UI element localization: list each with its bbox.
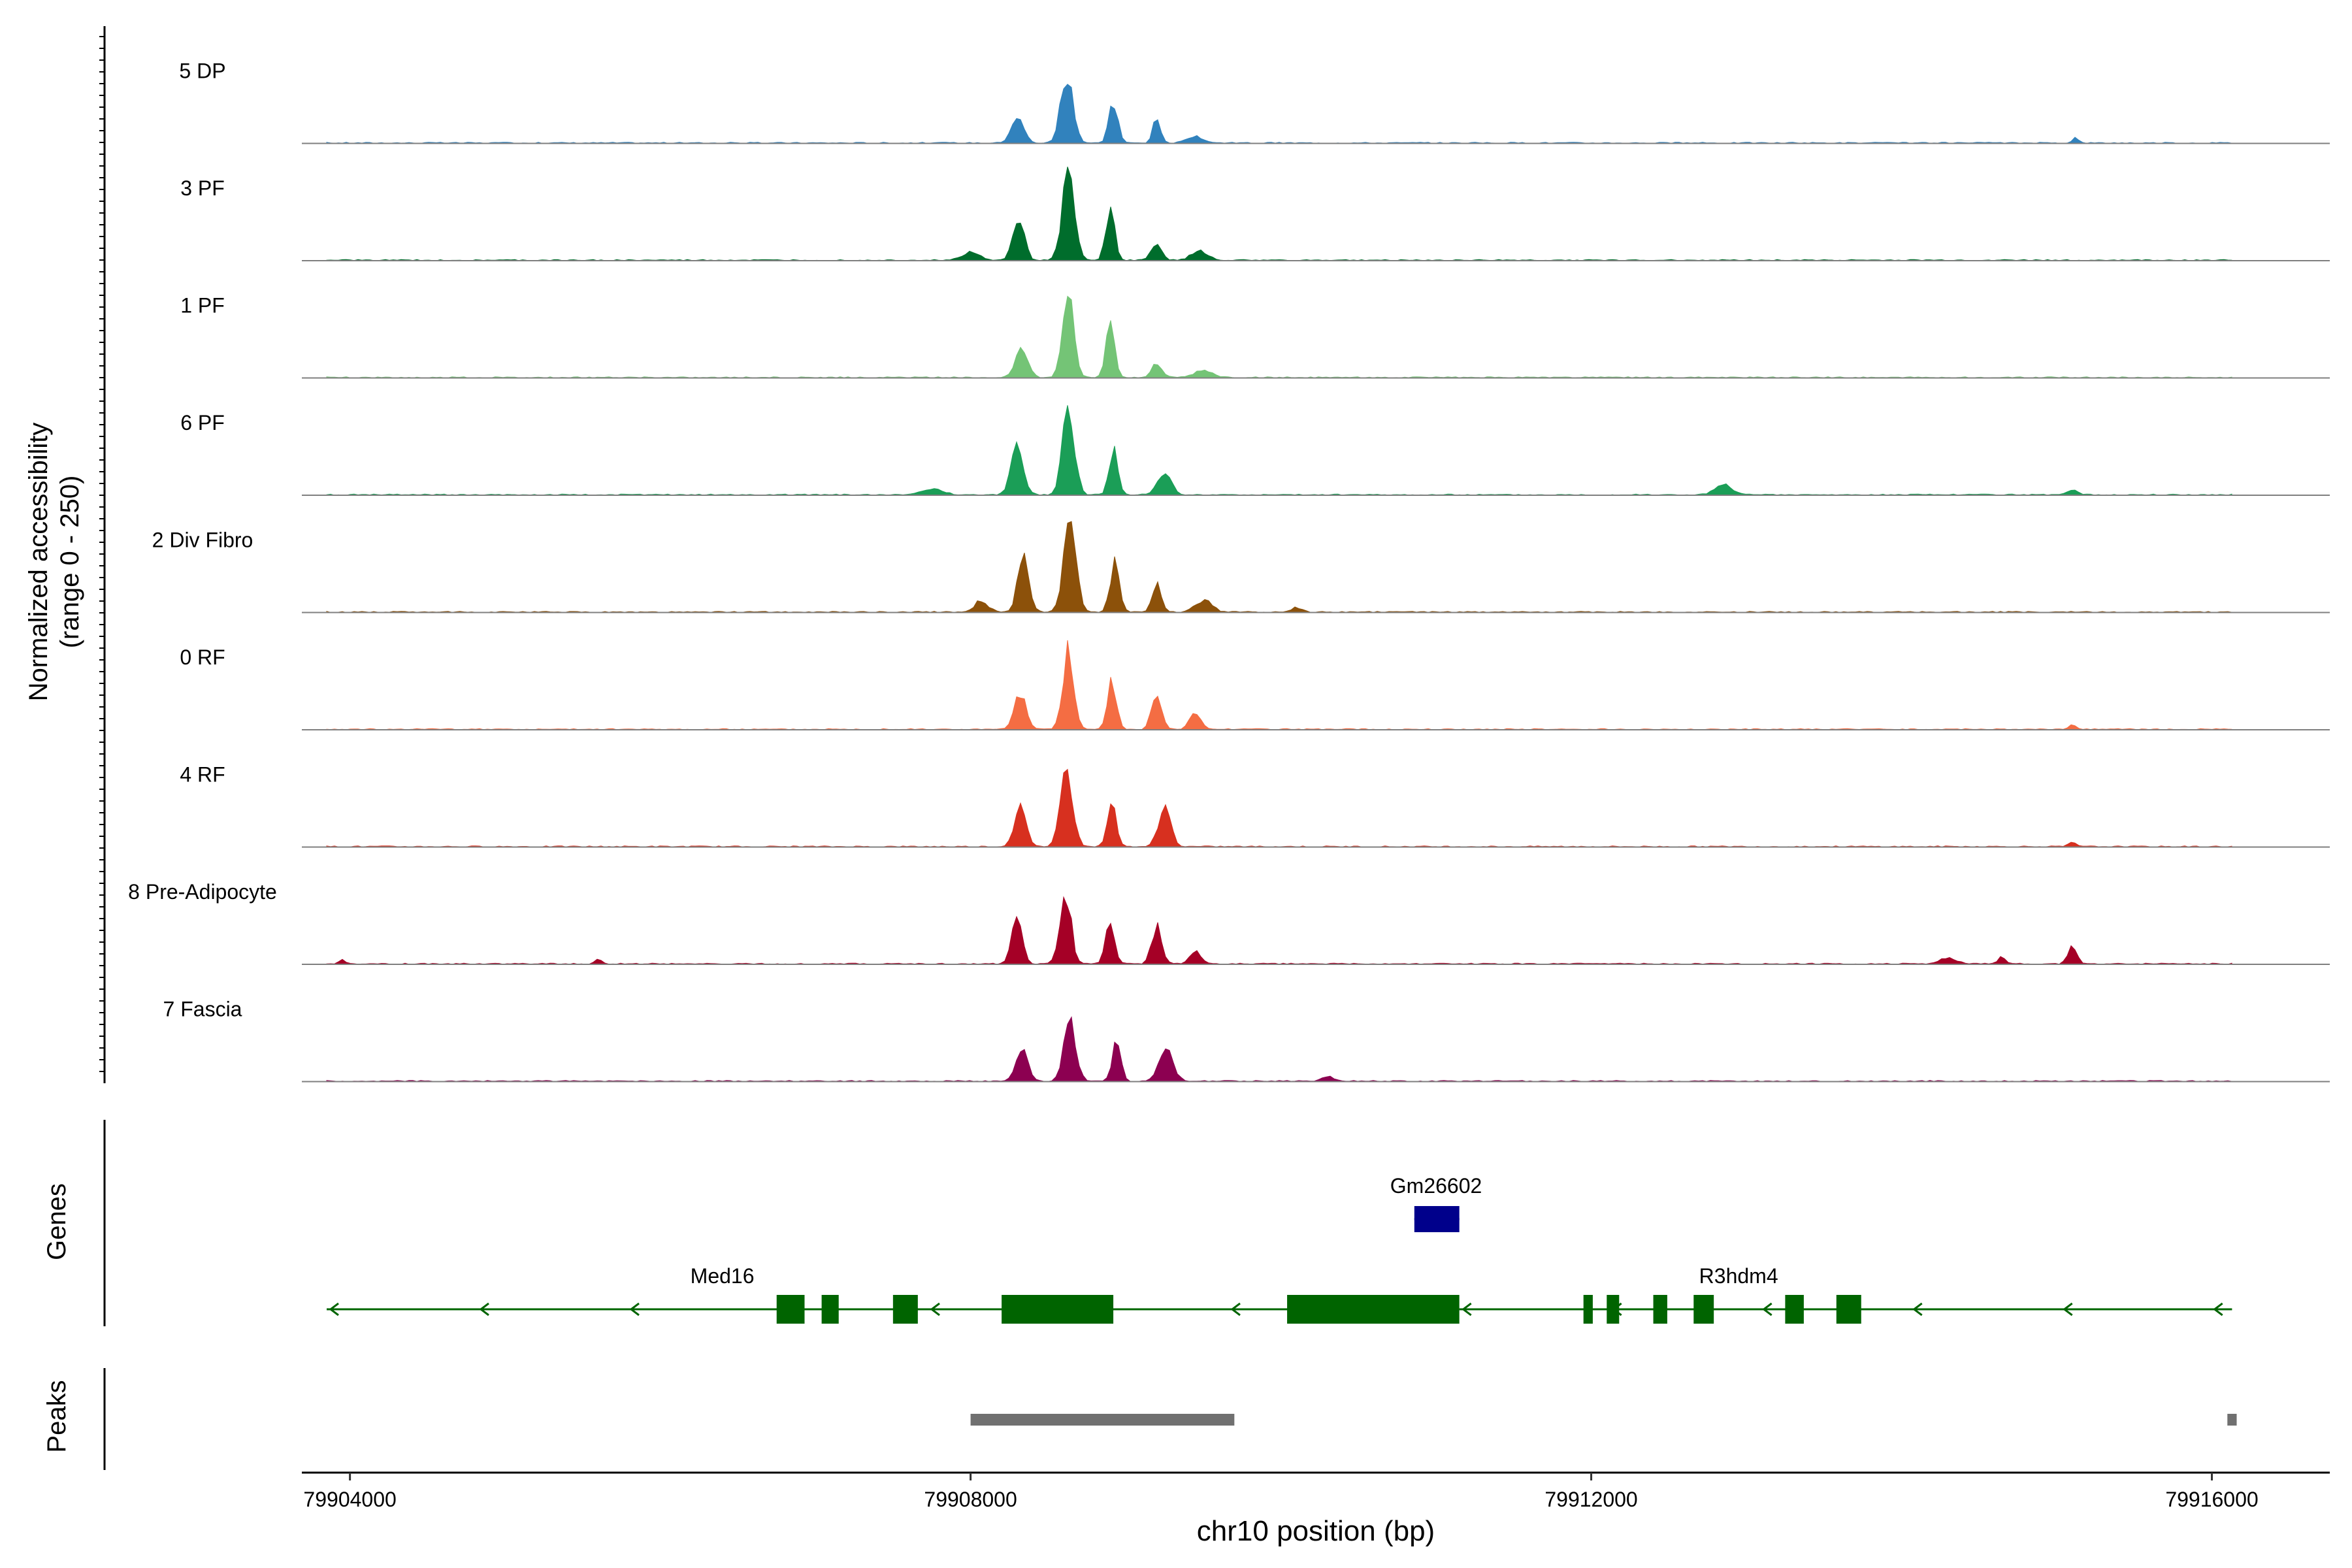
strand-arrow [2213, 1302, 2223, 1316]
peak-region [2227, 1414, 2237, 1426]
exon [892, 1295, 918, 1324]
exon [1583, 1295, 1593, 1324]
strand-arrow [2063, 1302, 2073, 1316]
coverage-area-6 [326, 640, 2233, 730]
gene-label: Med16 [691, 1264, 755, 1288]
peak-region [970, 1414, 1235, 1426]
track-label: 3 PF [180, 176, 225, 200]
y-axis-sublabel: (range 0 - 250) [56, 476, 84, 649]
x-tick-label: 79916000 [2165, 1488, 2258, 1511]
track-label: 8 Pre-Adipocyte [128, 880, 277, 904]
coverage-area-7 [326, 768, 2233, 848]
strand-arrow [1912, 1302, 1923, 1316]
coverage-area-8 [326, 896, 2233, 965]
left-axes [99, 26, 106, 1470]
x-tick-label: 79912000 [1544, 1488, 1637, 1511]
track-label: 5 DP [179, 59, 225, 83]
exon [1785, 1295, 1804, 1324]
gene-label: Gm26602 [1390, 1174, 1482, 1198]
strand-arrow [329, 1302, 339, 1316]
gene-r3hdm4: R3hdm4 [1459, 1264, 2232, 1324]
strand-arrow [1230, 1302, 1241, 1316]
gene-track: Gm26602 Med16 R3hdm4 [326, 1174, 2232, 1324]
track-1: 5 DP [179, 59, 2330, 144]
y-axis-label: Normalized accessibility [24, 423, 53, 702]
track-label: 2 Div Fibro [152, 529, 253, 552]
coverage-area-9 [326, 1016, 2233, 1083]
strand-arrow [479, 1302, 489, 1316]
coverage-area-3 [326, 295, 2233, 379]
exon [1607, 1295, 1620, 1324]
x-axis-label: chr10 position (bp) [1197, 1515, 1435, 1547]
x-tick-label: 79904000 [303, 1488, 396, 1511]
strand-arrow [930, 1302, 940, 1316]
track-6: 0 RF [180, 640, 2330, 730]
exon [1287, 1295, 1460, 1324]
track-label: 1 PF [180, 294, 225, 318]
exon [776, 1295, 805, 1324]
track-8: 8 Pre-Adipocyte [128, 880, 2330, 965]
coverage-area-2 [326, 167, 2233, 261]
exon [1836, 1295, 1861, 1324]
coverage-tracks: 5 DP 3 PF 1 PF 6 PF 2 Div Fibro 0 RF 4 RF 8 Pre… [128, 59, 2330, 1083]
strand-arrow [629, 1302, 640, 1316]
peaks-track-label: Peaks [42, 1380, 71, 1452]
gene-label: R3hdm4 [1699, 1264, 1778, 1288]
strand-arrow [1462, 1302, 1472, 1316]
x-tick-label: 79908000 [924, 1488, 1017, 1511]
coverage-area-4 [326, 405, 2233, 496]
exon [1002, 1295, 1114, 1324]
exon [1414, 1206, 1460, 1232]
track-3: 1 PF [180, 294, 2330, 379]
track-5: 2 Div Fibro [152, 521, 2330, 613]
track-4: 6 PF [180, 405, 2330, 496]
coverage-area-1 [326, 84, 2233, 144]
x-axis: 79904000 79908000 79912000 79916000 [302, 1471, 2330, 1511]
coverage-area-5 [326, 521, 2233, 613]
track-2: 3 PF [180, 167, 2330, 261]
track-label: 6 PF [180, 411, 225, 434]
gene-gm26602: Gm26602 [1390, 1174, 1482, 1232]
peaks-track [970, 1414, 2237, 1426]
exon [821, 1295, 839, 1324]
exon [1693, 1295, 1714, 1324]
track-label: 0 RF [180, 645, 225, 669]
genes-track-label: Genes [42, 1183, 71, 1260]
exon [1653, 1295, 1667, 1324]
gene-med16: Med16 [326, 1264, 1460, 1324]
strand-arrow [1762, 1302, 1772, 1316]
track-label: 7 Fascia [163, 998, 242, 1021]
track-9: 7 Fascia [163, 998, 2330, 1083]
track-label: 4 RF [180, 763, 225, 787]
track-7: 4 RF [180, 763, 2330, 848]
